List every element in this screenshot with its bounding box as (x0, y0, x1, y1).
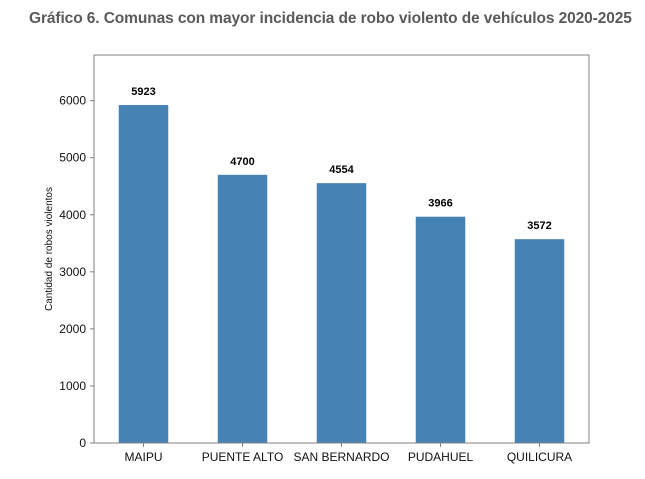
plot-frame (93, 54, 590, 444)
x-tick-label: QUILICURA (507, 450, 572, 464)
y-tick-label: 1000 (59, 379, 86, 393)
y-tick-label: 4000 (59, 208, 86, 222)
x-axis: MAIPU PUENTE ALTO SAN BERNARDO PUDAHUEL QUIL… (124, 443, 572, 464)
bar-value-label: 3966 (428, 198, 452, 210)
x-tick-label: PUENTE ALTO (202, 450, 284, 464)
bar-puente-alto (217, 174, 268, 443)
bar-value-label: 4554 (329, 164, 354, 176)
x-tick-label: SAN BERNARDO (293, 450, 389, 464)
y-tick-label: 0 (79, 436, 86, 450)
value-labels-group: 5923 4700 4554 3966 3572 (131, 86, 551, 232)
bar-value-label: 4700 (230, 156, 254, 168)
bar-value-label: 5923 (131, 86, 155, 98)
chart-title: Gráfico 6. Comunas con mayor incidencia … (29, 10, 632, 27)
bar-pudahuel (415, 216, 466, 443)
y-tick-label: 3000 (59, 265, 86, 279)
bars-group (118, 105, 565, 443)
x-tick-label: PUDAHUEL (408, 450, 474, 464)
y-tick-label: 6000 (59, 94, 86, 108)
x-tick-label: MAIPU (124, 450, 162, 464)
bar-value-label: 3572 (527, 220, 551, 232)
y-axis-label: Cantidad de robos violentos (44, 187, 55, 311)
y-axis: 0 1000 2000 3000 4000 5000 6000 (59, 94, 94, 450)
bar-san-bernardo (316, 183, 367, 443)
bar-quilicura (514, 239, 565, 443)
bar-maipu (118, 105, 169, 443)
y-tick-label: 2000 (59, 322, 86, 336)
y-tick-label: 5000 (59, 151, 86, 165)
